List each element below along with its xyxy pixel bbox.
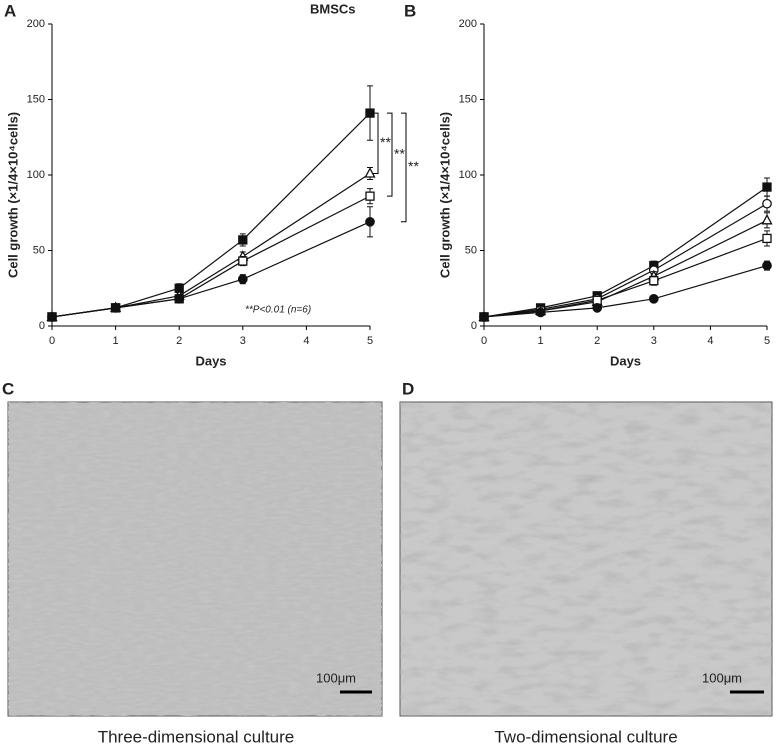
x-tick-label: 1 [538,335,544,347]
marker [110,303,121,313]
series-line [51,221,371,318]
marker [479,312,489,322]
significance-bracket [373,112,379,174]
marker [762,182,772,192]
marker [648,293,659,304]
panel-label: B [404,1,416,20]
marker [365,191,375,201]
x-tick-label: 3 [240,335,246,347]
y-tick-label: 200 [459,18,477,30]
series-line [483,186,768,318]
series-line [483,203,768,318]
marker [365,216,375,227]
marker [592,303,603,313]
series-line [51,195,371,318]
marker [535,307,546,318]
annotation: **P<0.01 (n=6) [245,305,311,316]
caption: Two-dimensional culture [494,727,677,746]
x-tick-label: 2 [176,335,182,347]
marker [762,198,772,209]
y-tick-label: 100 [459,169,477,181]
marker [365,108,375,118]
scale-label: 100μm [702,670,742,685]
marker [47,312,57,322]
x-tick-label: 4 [303,335,309,347]
significance-label: ** [394,145,405,161]
x-tick-label: 5 [764,335,770,347]
x-tick-label: 3 [651,335,657,347]
significance-label: ** [380,134,391,150]
significance-label: ** [408,158,419,174]
y-tick-label: 200 [27,18,45,30]
y-axis-label: Cell growth (×1/4×10⁴cells) [437,112,452,278]
y-tick-label: 50 [465,244,477,256]
chart-title: BMSCs [310,1,356,16]
series-line [483,219,768,318]
panel-label: A [4,1,16,20]
marker [238,235,248,245]
marker [649,276,659,286]
marker [237,274,248,285]
marker [364,167,376,178]
x-axis-label: Days [610,353,641,368]
y-tick-label: 50 [33,244,45,256]
x-tick-label: 0 [49,335,55,347]
significance-bracket [401,112,407,223]
panel-label: C [2,379,14,398]
series-line [483,265,768,318]
significance-bracket [387,112,393,197]
y-axis-label: Cell growth (×1/4×10⁴cells) [5,112,20,278]
y-tick-label: 100 [27,169,45,181]
marker [238,256,248,266]
y-tick-label: 150 [27,93,45,105]
series-line [51,172,371,318]
y-tick-label: 0 [471,320,477,332]
micrograph-d [399,401,773,717]
x-tick-label: 0 [481,335,487,347]
marker [762,260,772,271]
x-tick-label: 1 [113,335,119,347]
x-tick-label: 4 [707,335,713,347]
x-tick-label: 5 [367,335,373,347]
x-tick-label: 2 [594,335,600,347]
scale-label: 100μm [316,670,356,685]
x-axis-label: Days [195,353,226,368]
y-tick-label: 0 [39,320,45,332]
marker [174,293,185,304]
marker [762,233,772,244]
marker [761,213,773,225]
panel-label: D [402,379,414,398]
caption: Three-dimensional culture [98,727,295,746]
y-tick-label: 150 [459,93,477,105]
micrograph-c [7,401,383,717]
series-line [51,112,371,318]
